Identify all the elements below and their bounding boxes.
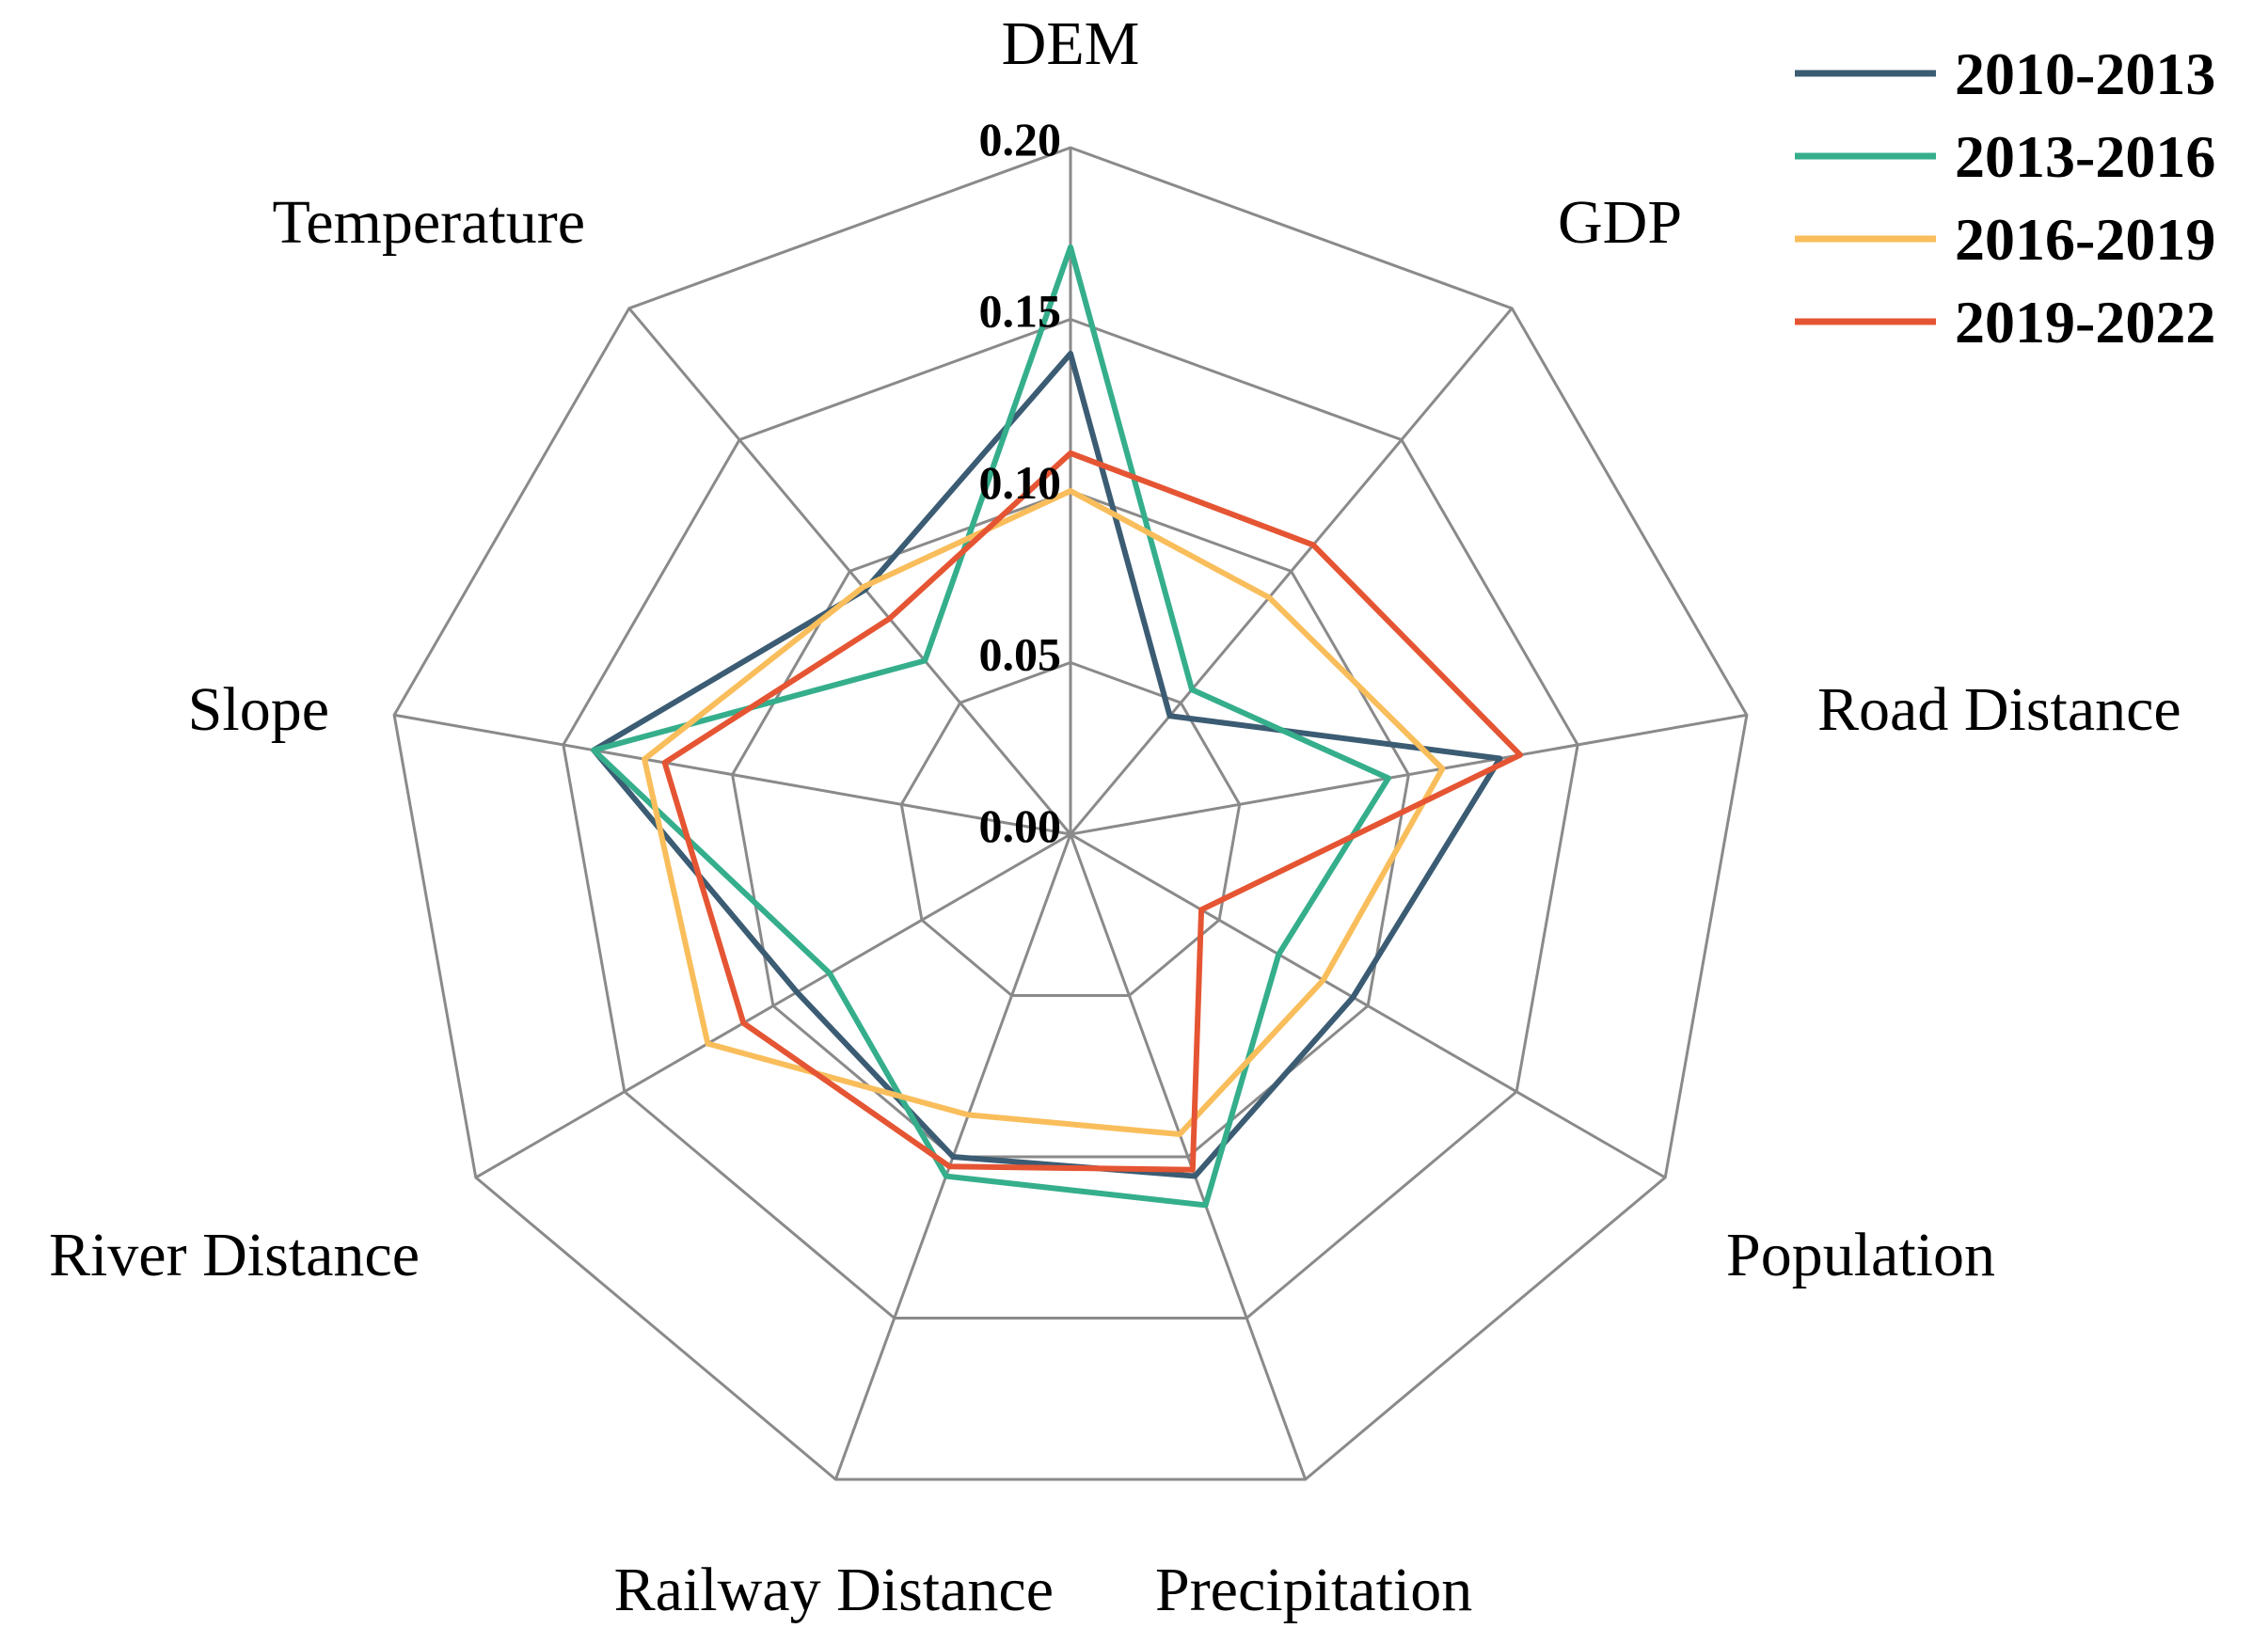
series-line-2019-2022 [661, 450, 1524, 1173]
axis-label-road-distance: Road Distance [1817, 675, 2181, 744]
axis-label-temperature: Temperature [272, 188, 585, 257]
axis-spoke-7 [393, 713, 1071, 836]
tick-label: 0.20 [979, 113, 1062, 166]
axis-label-precipitation: Precipitation [1155, 1556, 1472, 1624]
axis-spoke-2 [1070, 713, 1748, 836]
legend-label-2019-2022: 2019-2022 [1955, 289, 2215, 356]
series-line-2016-2019 [642, 488, 1446, 1137]
grid-ring-2 [730, 489, 1411, 1159]
series-layer [591, 244, 1524, 1209]
axis-label-slope: Slope [188, 675, 329, 744]
legend: 2010-2013 2013-2016 2016-2019 2019-2022 [1795, 40, 2215, 356]
grid-ring-3 [562, 317, 1579, 1320]
axis-label-railway-distance: Railway Distance [614, 1556, 1054, 1624]
axis-spoke-3 [1070, 832, 1666, 1179]
axis-spoke-8 [627, 307, 1072, 835]
tick-label: 0.15 [979, 285, 1062, 338]
axis-spoke-1 [1069, 307, 1514, 835]
grid-ring-4 [392, 146, 1749, 1481]
axis-label-population: Population [1726, 1221, 1995, 1289]
axis-label-gdp: GDP [1558, 188, 1682, 257]
tick-label: 0.10 [979, 456, 1062, 509]
tick-label: 0.00 [979, 799, 1062, 852]
legend-label-2013-2016: 2013-2016 [1955, 123, 2215, 190]
tick-label: 0.05 [979, 628, 1062, 681]
legend-label-2010-2013: 2010-2013 [1955, 40, 2215, 107]
grid-ring-1 [899, 660, 1242, 997]
axis-spoke-6 [475, 832, 1071, 1179]
axis-label-layer: DEM GDP Road Distance Population Precipitati… [49, 9, 2181, 1624]
grid-layer [392, 146, 1749, 1481]
axis-label-river-distance: River Distance [49, 1221, 420, 1289]
tick-label-layer: 0.00 0.05 0.10 0.15 0.20 [979, 113, 1062, 852]
axis-label-dem: DEM [1002, 9, 1140, 78]
axis-spoke-4 [1069, 833, 1308, 1480]
legend-label-2016-2019: 2016-2019 [1955, 206, 2215, 273]
